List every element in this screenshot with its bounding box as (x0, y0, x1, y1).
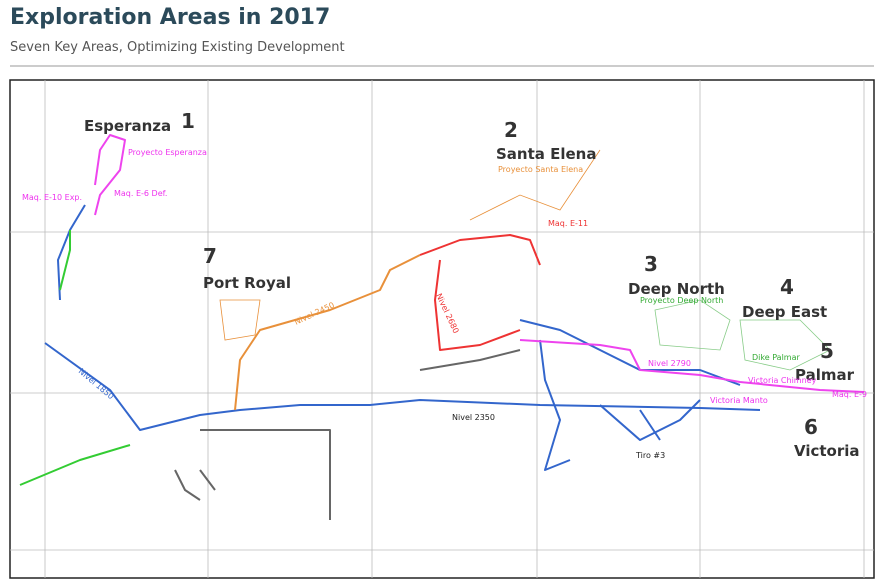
area-number: 7 (203, 244, 217, 268)
title: Exploration Areas in 2017 (10, 5, 330, 30)
area-labels: 1 Esperanza 2 Santa Elena 3 Deep North 4… (84, 109, 860, 460)
subtitle: Seven Key Areas, Optimizing Existing Dev… (10, 40, 345, 55)
area-number: 5 (820, 339, 834, 363)
area-name: Deep North (628, 280, 725, 298)
map-label: Nivel 2790 (648, 359, 691, 368)
area-name: Santa Elena (496, 145, 596, 163)
area-number: 6 (804, 415, 818, 439)
map-label: Tiro #3 (635, 451, 665, 460)
area-name: Victoria (794, 442, 860, 460)
area-number: 2 (504, 118, 518, 142)
map-label: Victoria Manto (710, 396, 768, 405)
map-frame (9, 79, 875, 579)
area-number: 4 (780, 275, 794, 299)
tunnels (19, 134, 865, 520)
map-label: Proyecto Esperanza (128, 148, 207, 157)
map-label: Maq. E-11 (548, 219, 588, 228)
area-number: 3 (644, 252, 658, 276)
map-label: Proyecto Santa Elena (498, 165, 583, 174)
area-name: Deep East (742, 303, 827, 321)
area-name: Esperanza (84, 117, 171, 135)
map-label: Maq. E-9 (832, 390, 867, 399)
area-number: 1 (181, 109, 195, 133)
map-label: Maq. E-6 Def. (114, 189, 167, 198)
area-name: Palmar (795, 366, 855, 384)
map-label: Nivel 2350 (452, 413, 495, 422)
map-label: Proyecto Deep North (640, 296, 723, 305)
map-label: Dike Palmar (752, 353, 800, 362)
map-label: Maq. E-10 Exp. (22, 193, 82, 202)
area-name: Port Royal (203, 274, 291, 292)
map-label: Victoria Chimney (748, 376, 817, 385)
grid (10, 80, 874, 578)
